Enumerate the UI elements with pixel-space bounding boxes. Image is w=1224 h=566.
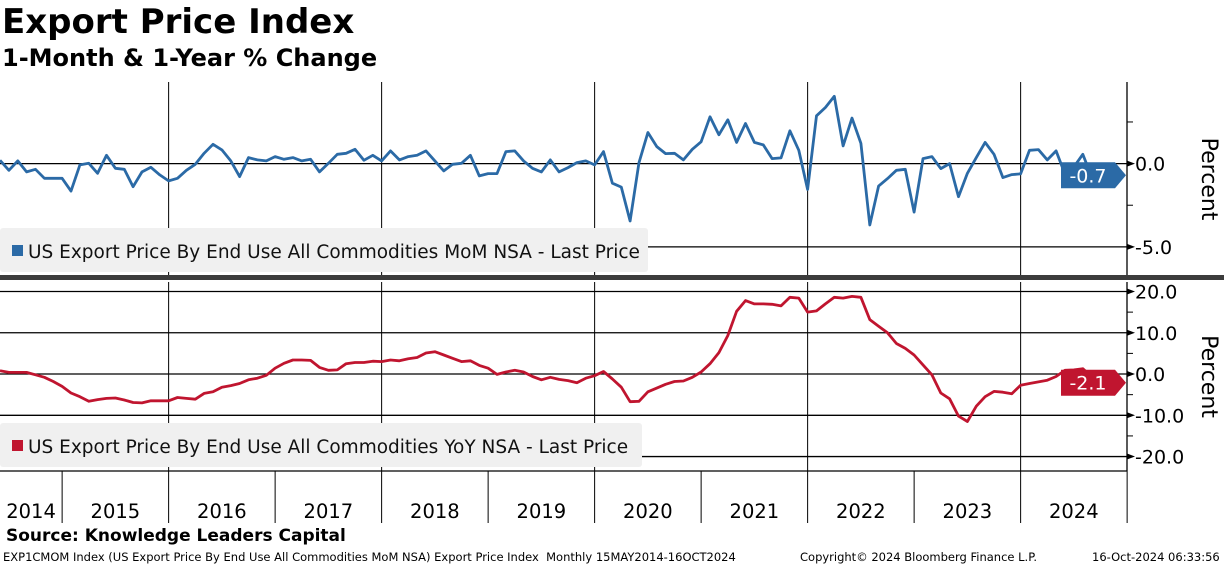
legend-swatch [12,245,23,256]
legend-background [0,228,648,272]
y-tick-arrow [1127,243,1135,250]
y-tick-arrow [1127,329,1135,336]
y-tick-arrow [1127,371,1135,378]
y-tick-label: 10.0 [1135,323,1177,345]
last-value-label: -0.7 [1069,165,1106,187]
y-tick-label: -5.0 [1135,237,1172,259]
y-tick-label: 20.0 [1135,281,1177,303]
x-tick-label: 2016 [197,500,247,523]
x-tick-label: 2022 [836,500,886,523]
x-tick-label: 2014 [6,500,56,523]
chart-subtitle: 1-Month & 1-Year % Change [2,44,378,72]
source-note: Source: Knowledge Leaders Capital [6,526,346,546]
y-axis-title: Percent [1196,335,1221,418]
x-tick-label: 2017 [304,500,354,523]
legend: US Export Price By End Use All Commoditi… [0,228,648,272]
legend-label: US Export Price By End Use All Commoditi… [28,437,628,458]
series-line-yoy [0,294,1102,423]
x-tick-label: 2015 [91,500,141,523]
y-tick-label: 0.0 [1135,154,1165,176]
legend-background [0,423,642,467]
legend-label: US Export Price By End Use All Commoditi… [28,242,640,263]
last-value-label: -2.1 [1069,373,1106,395]
last-value-tag [1061,369,1126,396]
footer-copyright: Copyright© 2024 Bloomberg Finance L.P. [800,550,1037,564]
chart-title: Export Price Index [2,2,355,42]
y-tick-label: -20.0 [1135,447,1184,469]
y-axis-title: Percent [1196,138,1221,221]
y-tick-arrow [1127,288,1135,295]
x-tick-label: 2019 [517,500,567,523]
x-tick-label: 2021 [730,500,780,523]
footer-timestamp: 16-Oct-2024 06:33:56 [1092,550,1220,564]
x-tick-label: 2018 [410,500,460,523]
x-tick-label: 2024 [1049,500,1099,523]
y-tick-arrow [1127,160,1135,167]
y-tick-arrow [1127,453,1135,460]
y-tick-arrow [1127,412,1135,419]
x-tick-label: 2023 [943,500,993,523]
legend-swatch [12,440,23,451]
y-tick-label: 0.0 [1135,364,1165,386]
y-tick-label: -10.0 [1135,405,1184,427]
panel-separator [0,275,1224,280]
x-tick-label: 2020 [623,500,673,523]
series-line-mom [0,94,1101,227]
footer-description: EXP1CMOM Index (US Export Price By End U… [3,550,736,564]
last-value-tag [1061,162,1126,189]
legend: US Export Price By End Use All Commoditi… [0,423,642,467]
